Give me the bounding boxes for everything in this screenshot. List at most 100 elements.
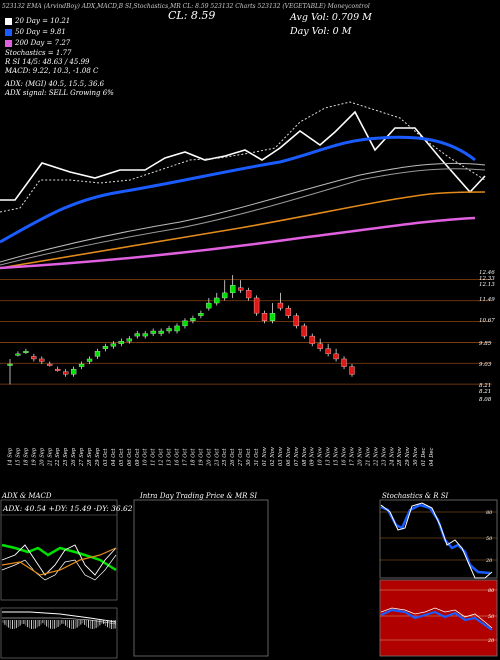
date-label: 10 Oct: [143, 448, 149, 466]
mrsi-level-label: 80: [488, 588, 495, 594]
stoch-d-line: [380, 502, 493, 579]
legend-ema20: 20 Day = 10.21: [5, 17, 70, 25]
date-label: 31 Oct: [254, 448, 260, 466]
date-label: 20 Sep: [39, 447, 45, 467]
stoch-level-label: 80: [486, 510, 493, 516]
date-label: 22 Sep: [55, 447, 61, 467]
candle-body: [293, 315, 299, 327]
date-label: 04 Dec: [429, 448, 435, 466]
legend-50-text: 50 Day = 9.81: [15, 28, 66, 36]
date-label: 13 Oct: [167, 448, 173, 466]
candle-body: [7, 363, 13, 366]
date-label: 03 Oct: [103, 448, 109, 466]
candle-body: [245, 290, 252, 299]
mrsi-level-label: 20: [487, 638, 495, 644]
date-label: 11 Oct: [151, 448, 157, 466]
candle-body: [70, 368, 77, 375]
date-label: 24 Nov: [389, 447, 395, 467]
date-label: 22 Nov: [373, 447, 379, 467]
stoch-panel-frame: [379, 499, 498, 579]
closing-price: CL: 8.59: [168, 9, 216, 22]
intraday-panel-title: Intra Day Trading Price & MR SI: [140, 492, 258, 500]
adx-green-line: [1, 543, 117, 572]
candle-body: [63, 371, 69, 375]
candle-body: [102, 346, 109, 349]
candle-body: [166, 328, 172, 332]
candle-body: [182, 320, 188, 327]
mrsi-level-label: 50: [488, 614, 495, 620]
price-axis-label: 12.46: [479, 270, 495, 276]
date-label: 05 Oct: [119, 448, 125, 466]
intraday-panel-frame: [133, 499, 269, 657]
price-axis-label: 10.67: [479, 318, 495, 324]
candle-body: [222, 292, 228, 299]
candle-body: [269, 313, 276, 321]
date-label: 08 Nov: [302, 447, 308, 466]
date-label: 28 Nov: [397, 447, 403, 467]
date-label: 07 Nov: [294, 447, 300, 466]
legend-swatch-50: [5, 28, 12, 36]
stochastics-readout: Stochastics = 1.77: [5, 49, 72, 57]
main-price-chart: 14 Sep 15 Sep 18 Sep 19 Sep 20 Sep 21 Sep 22 S…: [0, 101, 492, 467]
candle-body: [55, 368, 61, 371]
adx-values: ADX: 40.54 +DY: 15.49 -DY: 36.62: [3, 504, 133, 513]
date-label: 18 Oct: [190, 448, 196, 466]
adx-plus-di: [1, 544, 117, 576]
candle-body: [190, 318, 196, 321]
date-label: 16 Nov: [342, 447, 348, 466]
candle-body: [317, 343, 323, 349]
macd-panel-frame: [0, 607, 118, 659]
candle-body: [261, 313, 268, 321]
price-axis-label: 8.21: [479, 383, 492, 389]
date-label: 10 Nov: [318, 447, 324, 466]
date-label: 06 Oct: [127, 448, 133, 466]
candle-body: [94, 351, 101, 357]
adx-orange-line: [1, 547, 117, 576]
date-label: 26 Oct: [230, 448, 236, 467]
date-label: 27 Sep: [79, 447, 85, 467]
candle-body: [230, 285, 236, 294]
date-label: 25 Sep: [63, 447, 69, 467]
adx-panel-title: ADX & MACD: [2, 492, 52, 500]
date-label: 06 Nov: [286, 447, 292, 466]
candle-body: [253, 297, 260, 314]
candle-body: [31, 356, 37, 360]
stoch-panel-title: Stochastics & R SI: [382, 492, 449, 500]
date-label: 09 Nov: [310, 447, 316, 466]
legend-ema200: 200 Day = 7.27: [5, 39, 70, 47]
date-label: 03 Nov: [278, 447, 284, 466]
candle-body: [158, 330, 164, 334]
candle-body: [126, 338, 132, 342]
date-label: 18 Sep: [23, 447, 29, 466]
date-label: 23 Nov: [381, 447, 387, 467]
date-label: 12 Oct: [159, 448, 165, 466]
candle-body: [206, 302, 212, 309]
date-label: 25 Oct: [222, 448, 228, 467]
adx-readout: ADX: (MGI) 40.5, 15.5, 36.6: [5, 80, 105, 88]
candle-body: [309, 335, 315, 344]
legend-200-text: 200 Day = 7.27: [15, 39, 71, 47]
date-label: 21 Sep: [47, 447, 53, 467]
ema50-line: [0, 135, 476, 244]
macd-readout: MACD: 9.22, 10.3, -1.08 C: [5, 67, 99, 75]
legend-swatch-20: [5, 17, 12, 25]
price-axis-label: 9.85: [479, 341, 492, 347]
candle-body: [134, 333, 140, 337]
candle-body: [39, 358, 45, 362]
date-label: 16 Oct: [175, 448, 181, 466]
stoch-level-label: 20: [485, 558, 493, 564]
candle-body: [349, 366, 355, 375]
candle-body: [118, 341, 124, 344]
candle-body: [214, 297, 220, 304]
ema200-orange: [0, 191, 486, 269]
adx-signal: ADX signal: SELL Growing 6%: [5, 89, 114, 97]
date-label: 01 Dec: [421, 448, 427, 466]
date-label: 15 Nov: [334, 447, 340, 466]
candle-body: [110, 343, 117, 347]
date-label: 30 Oct: [246, 448, 252, 466]
mrsi-signal-line: [380, 607, 493, 629]
ema20-line: [0, 110, 486, 201]
date-label: 15 Sep: [15, 447, 21, 466]
candle-body: [238, 287, 244, 291]
